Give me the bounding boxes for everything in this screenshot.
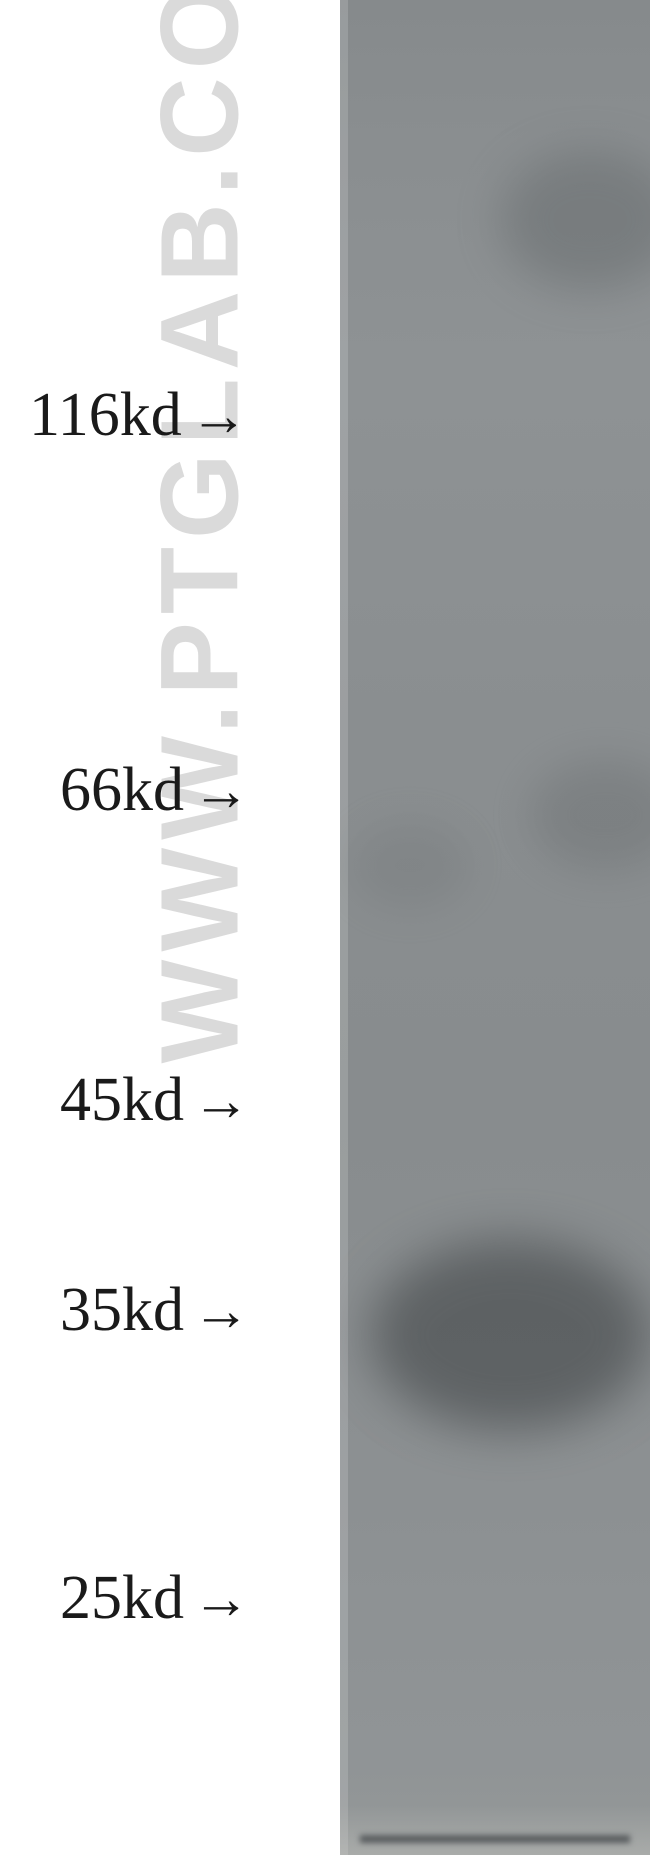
marker-label-text: 35kd	[60, 1275, 184, 1346]
lane-edge	[340, 0, 348, 1855]
arrow-icon: →	[192, 1067, 250, 1134]
band-66kd-left	[350, 820, 470, 910]
marker-label-text: 66kd	[60, 755, 184, 826]
band-66kd-right	[530, 760, 650, 870]
marker-116kd: 116kd →	[29, 380, 248, 451]
band-35kd-main	[370, 1240, 650, 1430]
marker-label-text: 116kd	[29, 380, 182, 451]
band-bottom-thin	[360, 1835, 630, 1843]
marker-66kd: 66kd →	[60, 755, 250, 826]
arrow-icon: →	[192, 1277, 250, 1344]
marker-35kd: 35kd →	[60, 1275, 250, 1346]
blot-lane	[340, 0, 650, 1855]
watermark-text: WWW.PTGLAB.COM	[137, 0, 264, 1064]
marker-label-text: 45kd	[60, 1065, 184, 1136]
marker-label-text: 25kd	[60, 1563, 184, 1634]
arrow-icon: →	[192, 1565, 250, 1632]
lane-bottom-fade	[340, 1805, 650, 1855]
arrow-icon: →	[190, 382, 248, 449]
marker-25kd: 25kd →	[60, 1563, 250, 1634]
marker-45kd: 45kd →	[60, 1065, 250, 1136]
arrow-icon: →	[192, 757, 250, 824]
figure-container: WWW.PTGLAB.COM 116kd → 66kd → 45kd → 35k…	[0, 0, 650, 1855]
band-top	[500, 150, 650, 290]
